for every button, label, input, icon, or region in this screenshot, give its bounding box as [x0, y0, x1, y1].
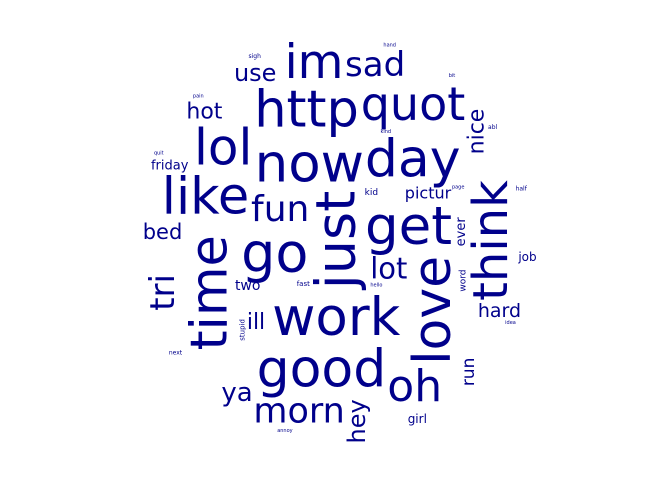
- word-morn: morn: [253, 392, 344, 432]
- word-fun: fun: [251, 189, 309, 230]
- word-oh: oh: [387, 361, 442, 412]
- word-word: word: [458, 270, 468, 292]
- word-work: work: [272, 287, 401, 348]
- word-pictur: pictur: [405, 184, 452, 203]
- word-think: think: [463, 180, 519, 301]
- word-page: page: [452, 185, 465, 191]
- word-stupid: stupid: [239, 319, 247, 341]
- word-run: run: [459, 358, 479, 387]
- word-idea: idea: [505, 320, 516, 326]
- word-sigh: sigh: [248, 53, 261, 60]
- word-tri: tri: [143, 274, 183, 311]
- word-ya: ya: [221, 378, 252, 408]
- word-time: time: [180, 235, 239, 350]
- word-bit: bit: [449, 73, 456, 79]
- word-hand: hand: [383, 43, 396, 49]
- word-pain: pain: [193, 94, 204, 100]
- word-just: just: [305, 191, 368, 291]
- word-good: good: [257, 339, 387, 399]
- word-lot: lot: [370, 251, 407, 285]
- word-day: day: [365, 130, 461, 190]
- word-http: http: [254, 80, 359, 139]
- word-two: two: [235, 278, 261, 294]
- word-kind: kind: [380, 129, 391, 135]
- word-half: half: [516, 186, 528, 193]
- word-abl: abl: [488, 124, 497, 131]
- word-go: go: [241, 222, 308, 285]
- word-hot: hot: [186, 99, 222, 124]
- word-sad: sad: [345, 45, 405, 85]
- word-hey: hey: [343, 399, 371, 443]
- word-kid: kid: [365, 188, 378, 198]
- word-quit: quit: [154, 151, 164, 157]
- word-friday: friday: [151, 158, 189, 173]
- word-next: next: [169, 350, 183, 357]
- word-love: love: [403, 256, 463, 365]
- word-use: use: [234, 59, 276, 87]
- word-ill: ill: [247, 310, 265, 335]
- word-job: job: [517, 250, 536, 264]
- word-girl: girl: [408, 412, 427, 426]
- word-like: like: [162, 168, 249, 227]
- word-fast: fast: [297, 280, 310, 288]
- word-get: get: [365, 196, 452, 257]
- word-lol: lol: [194, 118, 252, 176]
- word-hello: hello: [370, 282, 382, 288]
- word-now: now: [255, 134, 364, 195]
- word-annoy: annoy: [277, 428, 292, 434]
- word-im: im: [285, 35, 344, 90]
- word-bed: bed: [143, 220, 183, 244]
- word-hard: hard: [478, 300, 521, 322]
- word-ever: ever: [454, 217, 469, 247]
- word-quot: quot: [361, 77, 466, 131]
- word-nice: nice: [464, 109, 489, 155]
